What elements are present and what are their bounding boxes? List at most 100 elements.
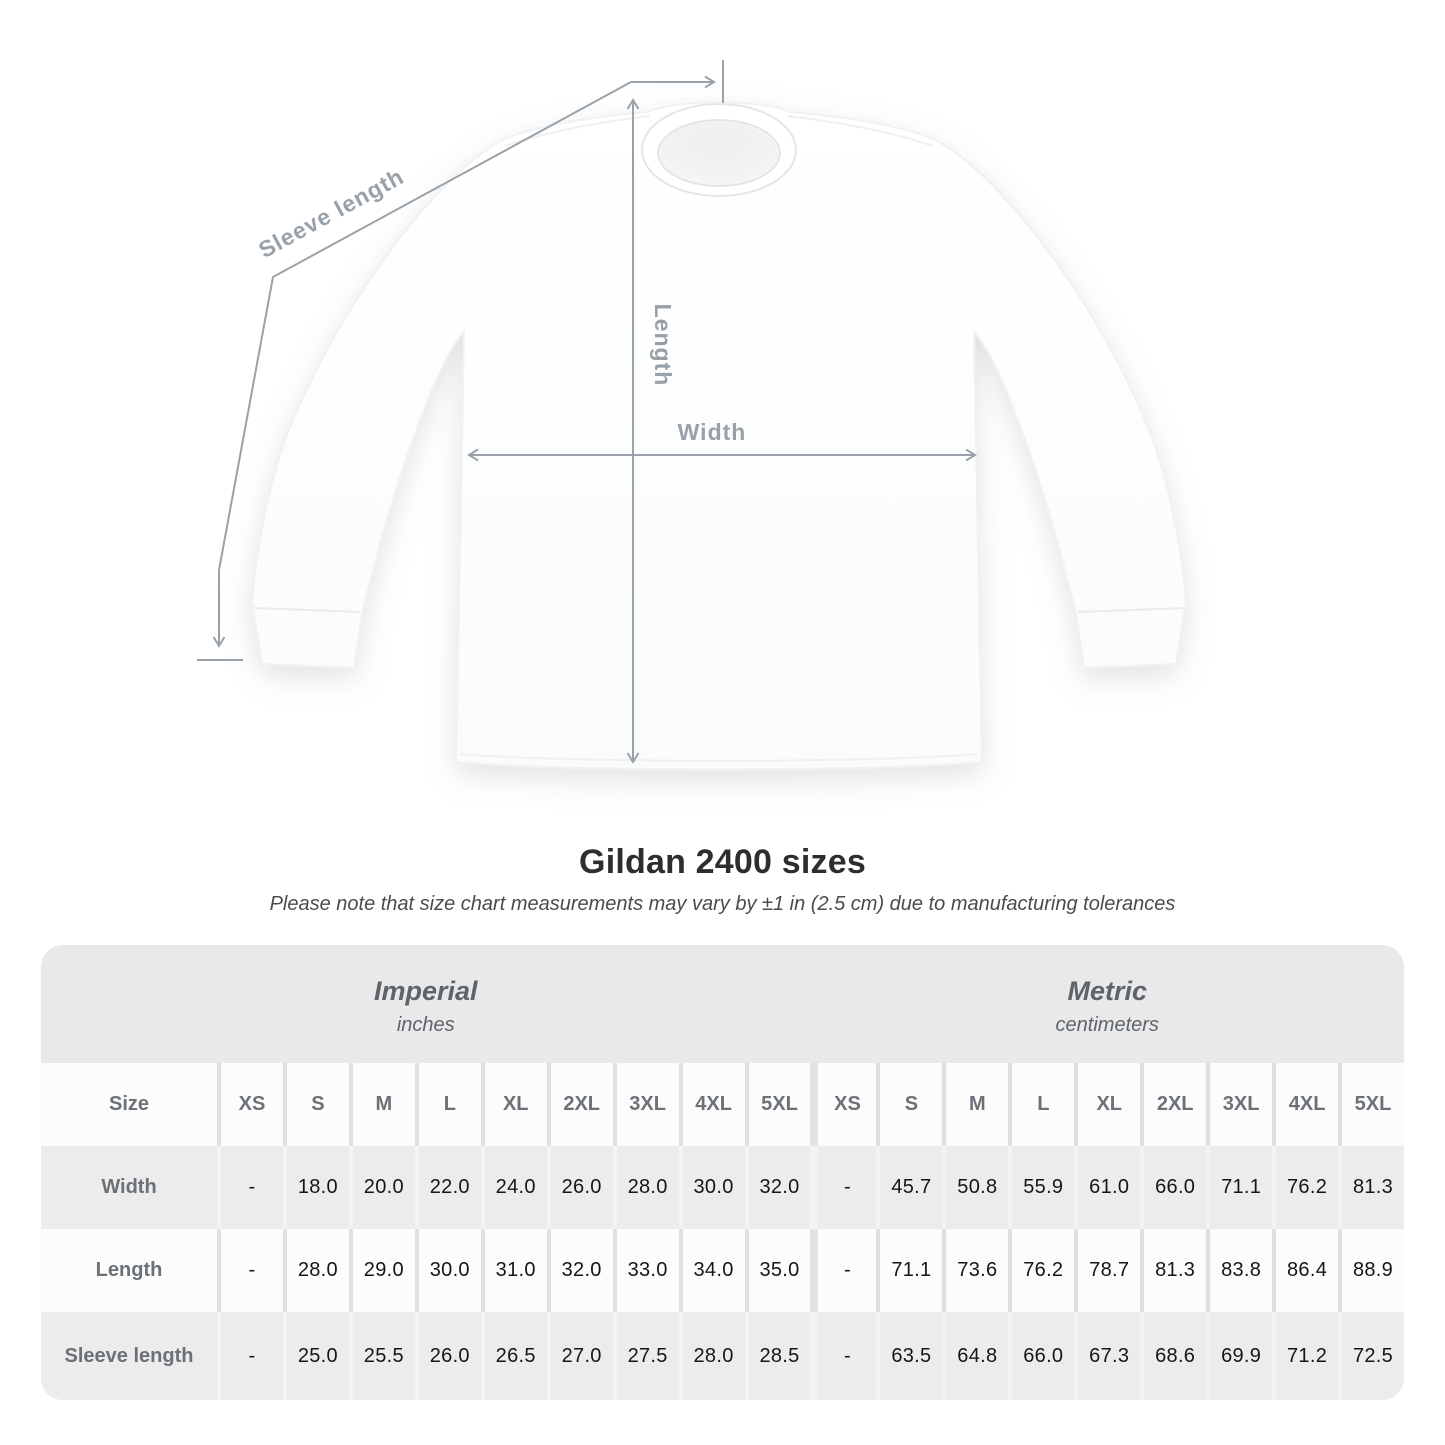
value-cell: 61.0 — [1074, 1146, 1141, 1229]
value-cell: 66.0 — [1008, 1312, 1075, 1400]
size-col-header: 4XL — [1272, 1063, 1339, 1146]
value-cell: 30.0 — [414, 1229, 481, 1312]
value-cell: 69.9 — [1206, 1312, 1273, 1400]
value-cell: 25.0 — [282, 1312, 349, 1400]
hem-seam — [459, 753, 979, 762]
value-cell: 28.0 — [612, 1146, 679, 1229]
row-label: Length — [41, 1229, 217, 1312]
value-cell: - — [810, 1312, 877, 1400]
unit-name: Imperial — [373, 975, 478, 1006]
value-cell: 27.0 — [546, 1312, 613, 1400]
value-cell: 25.5 — [348, 1312, 415, 1400]
length-label: Length — [650, 304, 676, 387]
value-cell: 78.7 — [1074, 1229, 1141, 1312]
size-col-header: XL — [480, 1063, 547, 1146]
page-title: Gildan 2400 sizes — [579, 843, 866, 881]
size-col-header: S — [876, 1063, 943, 1146]
value-cell: 20.0 — [348, 1146, 415, 1229]
value-cell: 28.0 — [678, 1312, 745, 1400]
size-col-header: S — [282, 1063, 349, 1146]
value-cell: 76.2 — [1272, 1146, 1339, 1229]
value-cell: 18.0 — [282, 1146, 349, 1229]
value-cell: 73.6 — [942, 1229, 1009, 1312]
sleeve-length-label: Sleeve length — [254, 163, 408, 263]
value-cell: 45.7 — [876, 1146, 943, 1229]
value-cell: 24.0 — [480, 1146, 547, 1229]
row-label: Width — [41, 1146, 217, 1229]
size-col-header: L — [1008, 1063, 1075, 1146]
size-col-header: XS — [217, 1063, 283, 1146]
size-col-header: 4XL — [678, 1063, 745, 1146]
value-cell: 86.4 — [1272, 1229, 1339, 1312]
value-cell: 83.8 — [1206, 1229, 1273, 1312]
left-cuff-seam — [253, 607, 361, 613]
size-col-header: M — [348, 1063, 415, 1146]
value-cell: 71.2 — [1272, 1312, 1339, 1400]
size-col-header: 5XL — [744, 1063, 811, 1146]
size-col-header: M — [942, 1063, 1009, 1146]
tolerance-note: Please note that size chart measurements… — [269, 893, 1176, 915]
value-cell: - — [217, 1229, 283, 1312]
width-label: Width — [678, 419, 747, 445]
size-col-header: 2XL — [546, 1063, 613, 1146]
value-cell: 88.9 — [1338, 1229, 1404, 1312]
value-cell: 66.0 — [1140, 1146, 1207, 1229]
value-cell: 72.5 — [1338, 1312, 1404, 1400]
unit-sub: centimeters — [1055, 1013, 1159, 1036]
row-label: Sleeve length — [41, 1312, 217, 1400]
size-col-header: 3XL — [612, 1063, 679, 1146]
value-cell: - — [217, 1312, 283, 1400]
value-cell: - — [810, 1146, 877, 1229]
value-cell: 26.0 — [414, 1312, 481, 1400]
value-cell: 71.1 — [1206, 1146, 1273, 1229]
size-col-header: XL — [1074, 1063, 1141, 1146]
value-cell: 63.5 — [876, 1312, 943, 1400]
value-cell: 32.0 — [546, 1229, 613, 1312]
size-corner-label: Size — [41, 1063, 217, 1146]
shirt-body — [250, 101, 1188, 771]
value-cell: 76.2 — [1008, 1229, 1075, 1312]
size-col-header: 3XL — [1206, 1063, 1273, 1146]
right-cuff-seam — [1077, 607, 1185, 613]
value-cell: 33.0 — [612, 1229, 679, 1312]
sleeve-length-line — [197, 60, 724, 661]
size-table: Imperial inches Metric centimeters Size XS S M L… — [41, 945, 1404, 1400]
value-cell: - — [217, 1146, 283, 1229]
unit-group-metric: Metric centimeters — [810, 945, 1404, 1063]
value-cell: 27.5 — [612, 1312, 679, 1400]
value-cell: 28.5 — [744, 1312, 811, 1400]
value-cell: 32.0 — [744, 1146, 811, 1229]
size-col-header: 2XL — [1140, 1063, 1207, 1146]
value-cell: 50.8 — [942, 1146, 1009, 1229]
value-cell: 34.0 — [678, 1229, 745, 1312]
size-col-header: XS — [810, 1063, 877, 1146]
unit-sub: inches — [396, 1013, 455, 1036]
collar-opening — [657, 119, 781, 187]
value-cell: 22.0 — [414, 1146, 481, 1229]
size-col-header: 5XL — [1338, 1063, 1404, 1146]
value-cell: 30.0 — [678, 1146, 745, 1229]
value-cell: 26.5 — [480, 1312, 547, 1400]
sleeve-length-diagonal — [212, 81, 632, 648]
value-cell: 55.9 — [1008, 1146, 1075, 1229]
shirt-measurement-diagram: Sleeve length Length Width — [197, 60, 1188, 771]
value-cell: 81.3 — [1338, 1146, 1404, 1229]
value-cell: 71.1 — [876, 1229, 943, 1312]
value-cell: - — [810, 1229, 877, 1312]
unit-group-imperial: Imperial inches — [41, 945, 810, 1063]
value-cell: 31.0 — [480, 1229, 547, 1312]
value-cell: 28.0 — [282, 1229, 349, 1312]
value-cell: 67.3 — [1074, 1312, 1141, 1400]
value-cell: 35.0 — [744, 1229, 811, 1312]
right-shoulder-seam — [787, 115, 934, 147]
value-cell: 29.0 — [348, 1229, 415, 1312]
value-cell: 68.6 — [1140, 1312, 1207, 1400]
value-cell: 64.8 — [942, 1312, 1009, 1400]
title-block: Gildan 2400 sizes Please note that size … — [0, 843, 1445, 916]
value-cell: 81.3 — [1140, 1229, 1207, 1312]
shirt-illustration — [250, 101, 1188, 771]
size-col-header: L — [414, 1063, 481, 1146]
value-cell: 26.0 — [546, 1146, 613, 1229]
unit-name: Metric — [1067, 975, 1147, 1006]
